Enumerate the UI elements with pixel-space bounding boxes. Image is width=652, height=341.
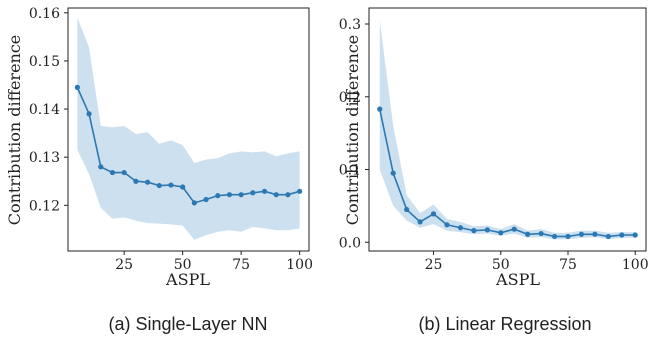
- panel-linear-regression: 25 50 75 100 0.0 0.1 0.2 0.3 ASPL Contribution …: [339, 7, 649, 334]
- x-axis-label-b: ASPL: [495, 270, 540, 289]
- y-tick-label-b-1: 0.1: [339, 163, 361, 179]
- data-point-b-9: [498, 230, 504, 236]
- axes-frame-a: [67, 7, 310, 252]
- data-point-a-3: [109, 169, 116, 176]
- panel-single-layer-nn: 25 50 75 100 0.12 0.13 0.14 0.15 0.16 ASPL Contr…: [5, 6, 313, 334]
- data-point-a-10: [191, 200, 197, 206]
- data-point-b-10: [511, 226, 517, 232]
- data-point-b-3: [417, 219, 423, 225]
- data-point-b-1: [390, 170, 396, 176]
- data-point-a-7: [156, 182, 162, 189]
- y-tick-label-b-2: 0.2: [339, 90, 361, 106]
- data-point-a-15: [250, 190, 256, 196]
- caption-b: (b) Linear Regression: [418, 314, 591, 334]
- data-point-b-0: [377, 106, 383, 112]
- data-point-a-6: [144, 179, 151, 185]
- y-tick-label-a-2: 0.14: [29, 102, 60, 118]
- data-point-b-12: [538, 230, 544, 237]
- y-tick-label-b-3: 0.3: [339, 17, 361, 33]
- data-point-b-19: [632, 232, 638, 238]
- axes-frame-b: [368, 7, 647, 252]
- y-tick-label-a-4: 0.16: [29, 6, 60, 22]
- caption-a: (a) Single-Layer NN: [108, 314, 267, 334]
- data-point-a-13: [226, 192, 233, 198]
- y-tick-label-b-0: 0.0: [339, 235, 361, 251]
- data-point-b-13: [551, 233, 558, 240]
- data-point-b-15: [578, 231, 585, 237]
- data-point-b-6: [457, 225, 464, 231]
- plot-area-b: 25 50 75 100 0.0 0.1 0.2 0.3: [339, 17, 649, 273]
- data-point-b-11: [525, 231, 531, 237]
- data-point-b-16: [592, 231, 598, 237]
- x-tick-label-b-3: 100: [622, 257, 649, 273]
- x-axis-label-a: ASPL: [165, 270, 210, 289]
- data-point-b-18: [619, 232, 625, 238]
- data-point-a-2: [98, 164, 104, 170]
- data-point-b-17: [605, 233, 611, 240]
- confidence-band-b: [379, 20, 636, 240]
- data-point-a-19: [297, 188, 303, 194]
- confidence-band-a: [77, 17, 300, 240]
- y-axis-label-a: Contribution difference: [5, 35, 24, 226]
- plot-area-a: 25 50 75 100 0.12 0.13 0.14 0.15 0.16: [29, 6, 313, 273]
- x-tick-label-a-2: 75: [232, 257, 250, 273]
- data-point-b-14: [565, 233, 571, 240]
- data-point-a-5: [133, 178, 139, 184]
- data-point-b-8: [484, 227, 490, 233]
- x-tick-label-b-0: 25: [425, 257, 443, 273]
- data-point-b-5: [444, 222, 450, 228]
- data-point-a-12: [215, 193, 221, 199]
- x-tick-label-a-3: 100: [286, 257, 313, 273]
- data-point-a-18: [285, 192, 291, 198]
- data-point-a-4: [121, 169, 127, 176]
- x-tick-label-b-2: 75: [559, 257, 577, 273]
- y-tick-label-a-0: 0.12: [29, 198, 60, 214]
- data-point-b-7: [471, 228, 477, 234]
- data-point-a-16: [261, 188, 268, 194]
- y-tick-label-a-1: 0.13: [29, 150, 60, 166]
- data-point-a-17: [273, 192, 279, 198]
- data-point-a-0: [74, 84, 80, 90]
- y-axis-label-b: Contribution difference: [343, 35, 362, 226]
- data-point-a-8: [168, 182, 174, 188]
- x-tick-label-a-0: 25: [115, 257, 133, 273]
- y-tick-label-a-3: 0.15: [29, 54, 60, 70]
- data-point-a-9: [180, 184, 186, 190]
- x-tick-label-b-1: 50: [492, 257, 510, 273]
- data-point-a-14: [238, 192, 244, 198]
- data-point-b-2: [404, 206, 410, 213]
- data-point-a-11: [203, 196, 209, 203]
- data-point-b-4: [430, 211, 437, 217]
- data-point-a-1: [86, 111, 92, 117]
- x-tick-label-a-1: 50: [174, 257, 192, 273]
